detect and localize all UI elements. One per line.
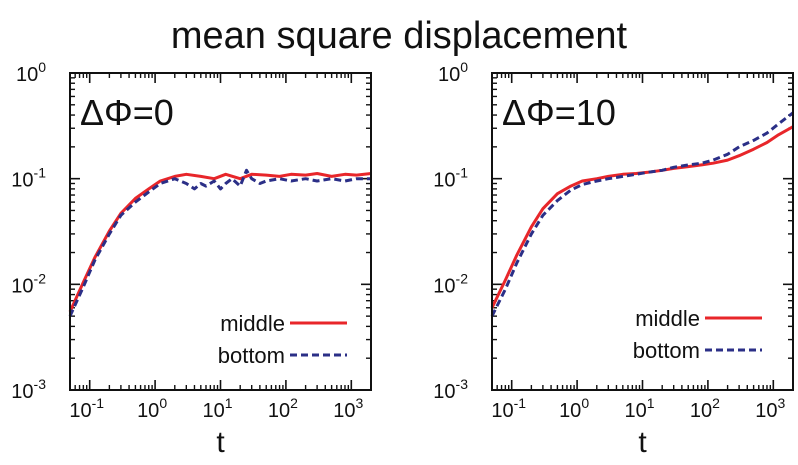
plot-frame xyxy=(491,72,794,391)
x-tick-label: 101 xyxy=(624,395,654,422)
plot-frame xyxy=(69,72,372,391)
panel-right: 10-1 100 101 102 103 10-3 10-2 10-1 100 t ΔΦ=10 mid… xyxy=(433,59,794,459)
x-tick-label: 100 xyxy=(137,395,167,422)
x-tick-label: 10-1 xyxy=(491,395,526,422)
y-tick-label: 10-2 xyxy=(433,270,468,297)
legend-label-middle: middle xyxy=(220,311,285,336)
y-tick-label: 10-3 xyxy=(11,376,46,403)
legend-label-bottom: bottom xyxy=(218,343,285,368)
panel-annotation: ΔΦ=10 xyxy=(502,92,616,133)
series-line-bottom xyxy=(68,168,371,317)
series-line-middle xyxy=(68,172,372,313)
y-tick-label: 10-1 xyxy=(433,165,468,192)
x-tick-label: 100 xyxy=(559,395,589,422)
figure-title: mean square displacement xyxy=(171,15,628,57)
x-tick-label: 102 xyxy=(690,395,720,422)
panel-left: 10-1 100 101 102 103 10-3 10-2 10-1 100 t ΔΦ=0 midd… xyxy=(11,59,372,459)
x-axis-label: t xyxy=(638,426,647,459)
x-tick-label: 103 xyxy=(755,395,785,422)
x-tick-label: 101 xyxy=(202,395,232,422)
series-line-bottom xyxy=(490,111,794,317)
x-tick-label: 10-1 xyxy=(69,395,104,422)
panel-annotation: ΔΦ=0 xyxy=(80,92,174,133)
y-tick-label: 10-2 xyxy=(11,270,46,297)
y-tick-label: 100 xyxy=(16,59,46,86)
x-tick-label: 102 xyxy=(268,395,298,422)
legend-label-bottom: bottom xyxy=(633,338,700,363)
series-line-middle xyxy=(490,125,794,309)
y-tick-label: 100 xyxy=(438,59,468,86)
legend-label-middle: middle xyxy=(635,306,700,331)
x-tick-label: 103 xyxy=(333,395,363,422)
y-tick-label: 10-3 xyxy=(433,376,468,403)
y-tick-label: 10-1 xyxy=(11,165,46,192)
x-axis-label: t xyxy=(216,426,225,459)
